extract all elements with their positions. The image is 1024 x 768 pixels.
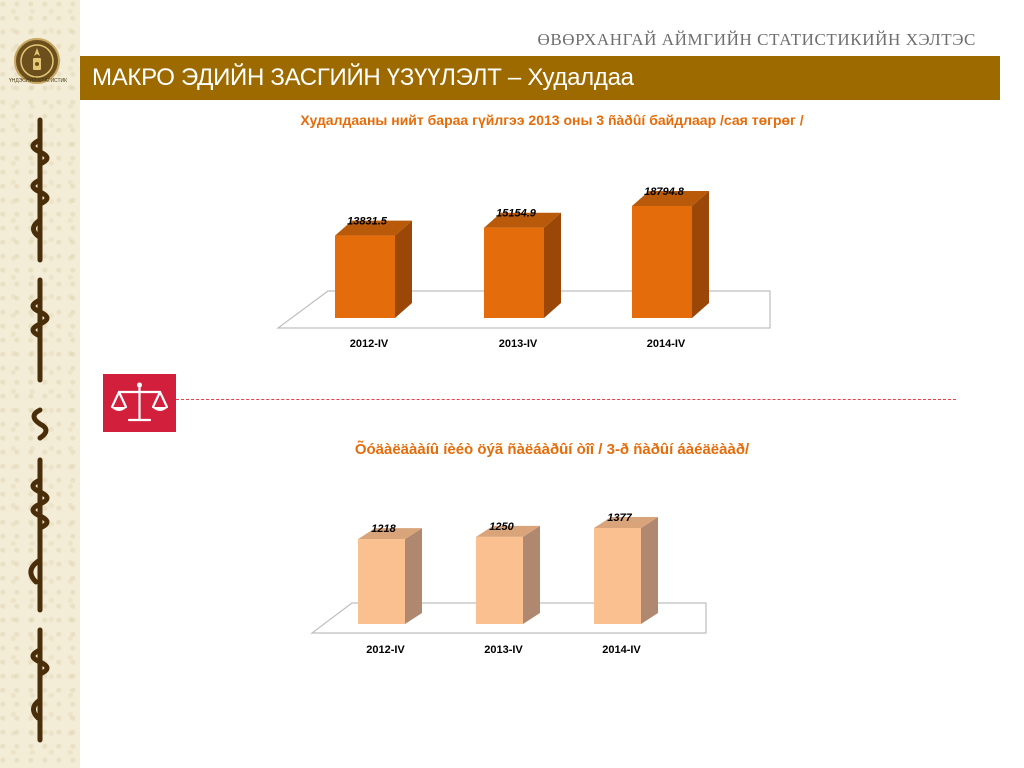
- mongolian-script-decoration: [28, 117, 50, 743]
- banner-title: МАКРО ЭДИЙН ЗАСГИЙН ҮЗҮҮЛЭЛТ – Худалдаа: [92, 64, 634, 91]
- chart1-category-label: 2014-IV: [647, 338, 686, 350]
- chart1-bar-top: [632, 191, 709, 206]
- chart1-bar: [484, 227, 544, 318]
- decorative-sidebar: ҮНДЭСНИЙ СТАТИСТИК: [0, 0, 80, 768]
- chart2-bar-top: [594, 517, 658, 528]
- emblem-icon: [14, 38, 60, 84]
- chart2-bar: [476, 536, 523, 624]
- chart1-bar-top: [484, 212, 561, 228]
- chart2-bar-side: [405, 528, 422, 624]
- chart1-bar-side: [544, 212, 561, 318]
- chart1-category-label: 2013-IV: [499, 338, 538, 350]
- chart2-bar-top: [476, 525, 540, 537]
- logo-caption: ҮНДЭСНИЙ СТАТИСТИК: [8, 78, 68, 84]
- chart2-bar-side: [641, 517, 658, 624]
- title-banner: МАКРО ЭДИЙН ЗАСГИЙН ҮЗҮҮЛЭЛТ – Худалдаа: [80, 56, 1000, 100]
- chart2-category-label: 2014-IV: [602, 644, 641, 656]
- chart1-data-label: 18794.8: [644, 186, 685, 198]
- chart1-bar-top: [335, 220, 412, 236]
- section-divider: [176, 399, 956, 400]
- scales-icon: [103, 374, 176, 432]
- chart2-category-label: 2012-IV: [366, 644, 405, 656]
- chart2-data-label: 1377: [607, 512, 632, 524]
- chart1-category-label: 2012-IV: [350, 338, 389, 350]
- chart2-category-label: 2013-IV: [484, 644, 523, 656]
- chart1-data-label: 15154.9: [496, 208, 537, 220]
- chart1-bar: [335, 235, 395, 318]
- chart1-data-label: 13831.5: [347, 216, 388, 228]
- chart1-bar: [632, 206, 692, 318]
- organization-title: ӨВӨРХАНГАЙ АЙМГИЙН СТАТИСТИКИЙН ХЭЛТЭС: [537, 30, 976, 49]
- chart1-bar-side: [395, 220, 412, 318]
- chart2-bar-top: [358, 528, 422, 540]
- chart2-data-label: 1218: [371, 523, 396, 535]
- chart2-bar: [594, 528, 641, 624]
- chart2-data-label: 1250: [489, 521, 514, 533]
- chart2-bar: [358, 539, 405, 624]
- chart2-bar-side: [523, 525, 540, 624]
- chart1-bar-side: [692, 191, 709, 318]
- chart2-title: Õóäàëäààíû íèéò öýã ñàëáàðûí òîî / 3-ð ñ…: [354, 441, 750, 458]
- chart1-title: Худалдааны нийт бараа гүйлгээ 2013 оны 3…: [300, 112, 804, 128]
